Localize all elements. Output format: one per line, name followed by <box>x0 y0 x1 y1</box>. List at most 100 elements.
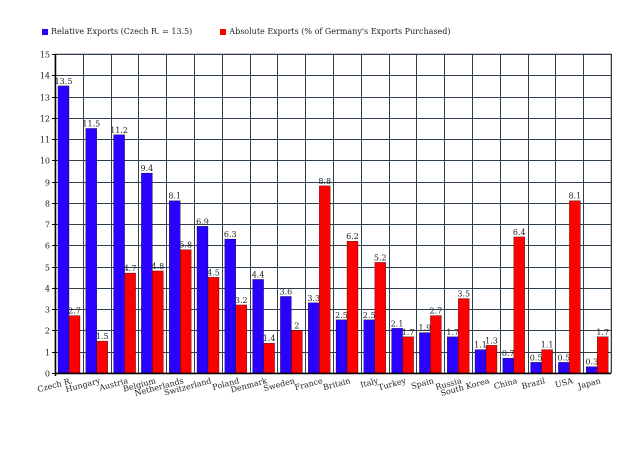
bar-absolute <box>346 240 359 374</box>
y-tick-label: 8 <box>45 200 50 209</box>
bar-value-label: 0.5 <box>558 353 571 362</box>
bar-relative <box>474 349 487 374</box>
bar-value-label: 8.1 <box>168 192 181 201</box>
bar-absolute <box>569 200 581 374</box>
bar-value-label: 11.5 <box>82 119 100 128</box>
legend-label-absolute: Absolute Exports (% of Germany's Exports… <box>229 27 451 36</box>
bar-value-label: 4.8 <box>152 262 165 271</box>
bar-value-label: 3.2 <box>235 296 248 305</box>
bar-relative <box>113 134 125 374</box>
x-category-label: Brazil <box>521 376 547 391</box>
bar-absolute <box>291 330 303 374</box>
bar-value-label: 2.5 <box>363 311 376 320</box>
y-tick-label: 4 <box>45 285 50 294</box>
bar-value-label: 0.5 <box>530 353 543 362</box>
bar-absolute <box>96 340 108 374</box>
y-tick-label: 12 <box>40 115 50 124</box>
x-category-label: Britain <box>322 376 351 392</box>
y-tick-label: 9 <box>45 179 50 188</box>
x-category-label: Sweden <box>263 376 296 393</box>
y-tick-label: 11 <box>40 136 50 145</box>
bar-value-label: 0.3 <box>585 358 598 367</box>
bar-absolute <box>180 249 192 374</box>
bar-relative <box>363 319 375 374</box>
bar-value-label: 1.5 <box>96 332 109 341</box>
bar-absolute <box>402 336 414 374</box>
bar-value-label: 0.7 <box>502 349 515 358</box>
bar-value-label: 3.5 <box>457 290 470 299</box>
bar-absolute <box>152 270 164 374</box>
bar-absolute <box>319 185 331 374</box>
bar-value-label: 11.2 <box>110 126 128 135</box>
bar-relative <box>224 238 236 374</box>
bar-absolute <box>458 298 470 374</box>
chart-legend: Relative Exports (Czech R. = 13.5) Absol… <box>42 27 451 36</box>
bar-value-label: 3.6 <box>280 287 293 296</box>
bar-absolute <box>124 272 136 374</box>
bar-value-label: 1.1 <box>474 341 487 350</box>
bar-absolute <box>374 262 386 374</box>
bar-relative <box>419 332 431 374</box>
bar-value-label: 8.1 <box>569 192 582 201</box>
bar-absolute <box>235 304 247 374</box>
bar-relative <box>196 226 209 374</box>
x-category-label: Spain <box>410 376 435 391</box>
bar-value-label: 1.4 <box>263 334 276 343</box>
bar-relative <box>252 279 264 374</box>
bar-absolute <box>207 277 220 374</box>
bar-value-label: 4.5 <box>207 268 220 277</box>
bar-value-label: 6.4 <box>513 228 526 237</box>
y-tick-label: 15 <box>40 51 50 60</box>
y-tick-label: 7 <box>45 221 50 230</box>
bar-value-label: 3.3 <box>307 294 320 303</box>
legend-item-absolute: Absolute Exports (% of Germany's Exports… <box>220 27 451 36</box>
bar-value-label: 13.5 <box>55 77 73 86</box>
bar-absolute <box>263 343 275 374</box>
bar-relative <box>530 362 542 374</box>
bar-absolute <box>597 336 609 374</box>
x-category-label: France <box>294 376 324 392</box>
bar-value-label: 2.7 <box>430 307 443 316</box>
y-tick-label: 0 <box>45 370 50 379</box>
bar-value-label: 2.7 <box>68 307 81 316</box>
bar-relative <box>141 172 153 374</box>
y-tick-label: 5 <box>45 264 50 273</box>
y-tick-label: 1 <box>45 349 50 358</box>
bar-absolute <box>68 315 81 374</box>
bar-value-label: 4.7 <box>124 264 137 273</box>
x-category-label: China <box>493 376 518 391</box>
bar-value-label: 6.9 <box>196 217 209 226</box>
bar-value-label: 1.3 <box>485 336 498 345</box>
x-category-label: Turkey <box>377 376 407 392</box>
bar-value-label: 1.7 <box>596 328 609 337</box>
bar-absolute <box>541 349 553 374</box>
legend-item-relative: Relative Exports (Czech R. = 13.5) <box>42 27 192 36</box>
x-category-label: Japan <box>576 376 602 391</box>
bar-value-label: 6.2 <box>346 232 359 241</box>
y-tick-label: 14 <box>40 72 50 81</box>
bar-value-label: 2 <box>294 321 299 330</box>
bar-absolute <box>513 236 525 374</box>
bar-relative <box>169 200 181 374</box>
bar-relative <box>558 362 570 374</box>
bar-relative <box>447 336 459 374</box>
bar-relative <box>502 357 514 374</box>
y-tick-label: 3 <box>45 306 50 315</box>
legend-label-relative: Relative Exports (Czech R. = 13.5) <box>51 27 193 36</box>
y-tick-label: 10 <box>40 157 50 166</box>
bar-relative <box>586 366 598 374</box>
x-category-label: USA <box>554 376 574 389</box>
bar-relative <box>280 296 292 374</box>
bar-value-label: 5.2 <box>374 253 387 262</box>
bar-value-label: 1.9 <box>419 324 432 333</box>
bar-value-label: 2.1 <box>391 319 404 328</box>
bar-value-label: 2.5 <box>335 311 348 320</box>
bar-value-label: 1.7 <box>402 328 415 337</box>
bar-relative <box>57 85 70 374</box>
y-tick-label: 6 <box>45 242 50 251</box>
y-tick-label: 13 <box>40 94 50 103</box>
bar-value-label: 5.8 <box>179 241 192 250</box>
bar-relative <box>335 319 348 374</box>
bar-value-label: 6.3 <box>224 230 237 239</box>
